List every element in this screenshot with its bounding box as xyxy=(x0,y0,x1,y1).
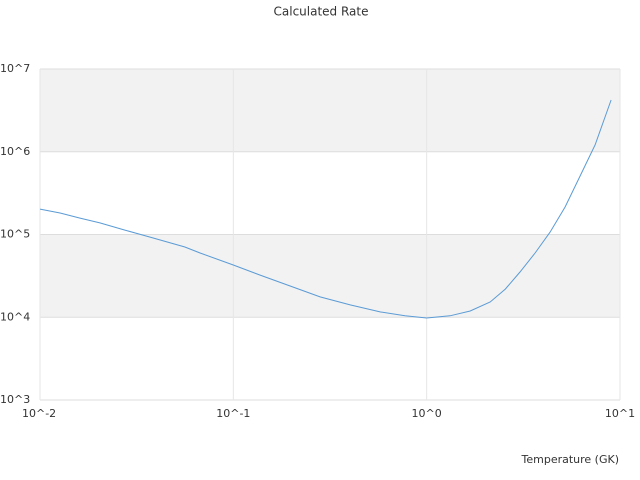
x-tick-label: 10^-1 xyxy=(216,407,250,420)
x-tick-label: 10^1 xyxy=(605,407,635,420)
line xyxy=(39,99,612,319)
x-tick-label: 10^0 xyxy=(412,407,442,420)
y-tick-label: 10^5 xyxy=(0,228,30,241)
chart-title: Calculated Rate xyxy=(274,5,369,19)
y-tick-label: 10^7 xyxy=(0,62,30,75)
grid-band xyxy=(40,69,620,152)
y-tick-label: 10^6 xyxy=(0,145,30,158)
x-axis-label: Temperature (GK) xyxy=(521,453,620,466)
y-tick-label: 10^4 xyxy=(0,310,30,323)
y-tick-label: 10^3 xyxy=(0,393,30,406)
grid-band xyxy=(40,234,620,318)
x-tick-label: 10^-2 xyxy=(22,407,56,420)
